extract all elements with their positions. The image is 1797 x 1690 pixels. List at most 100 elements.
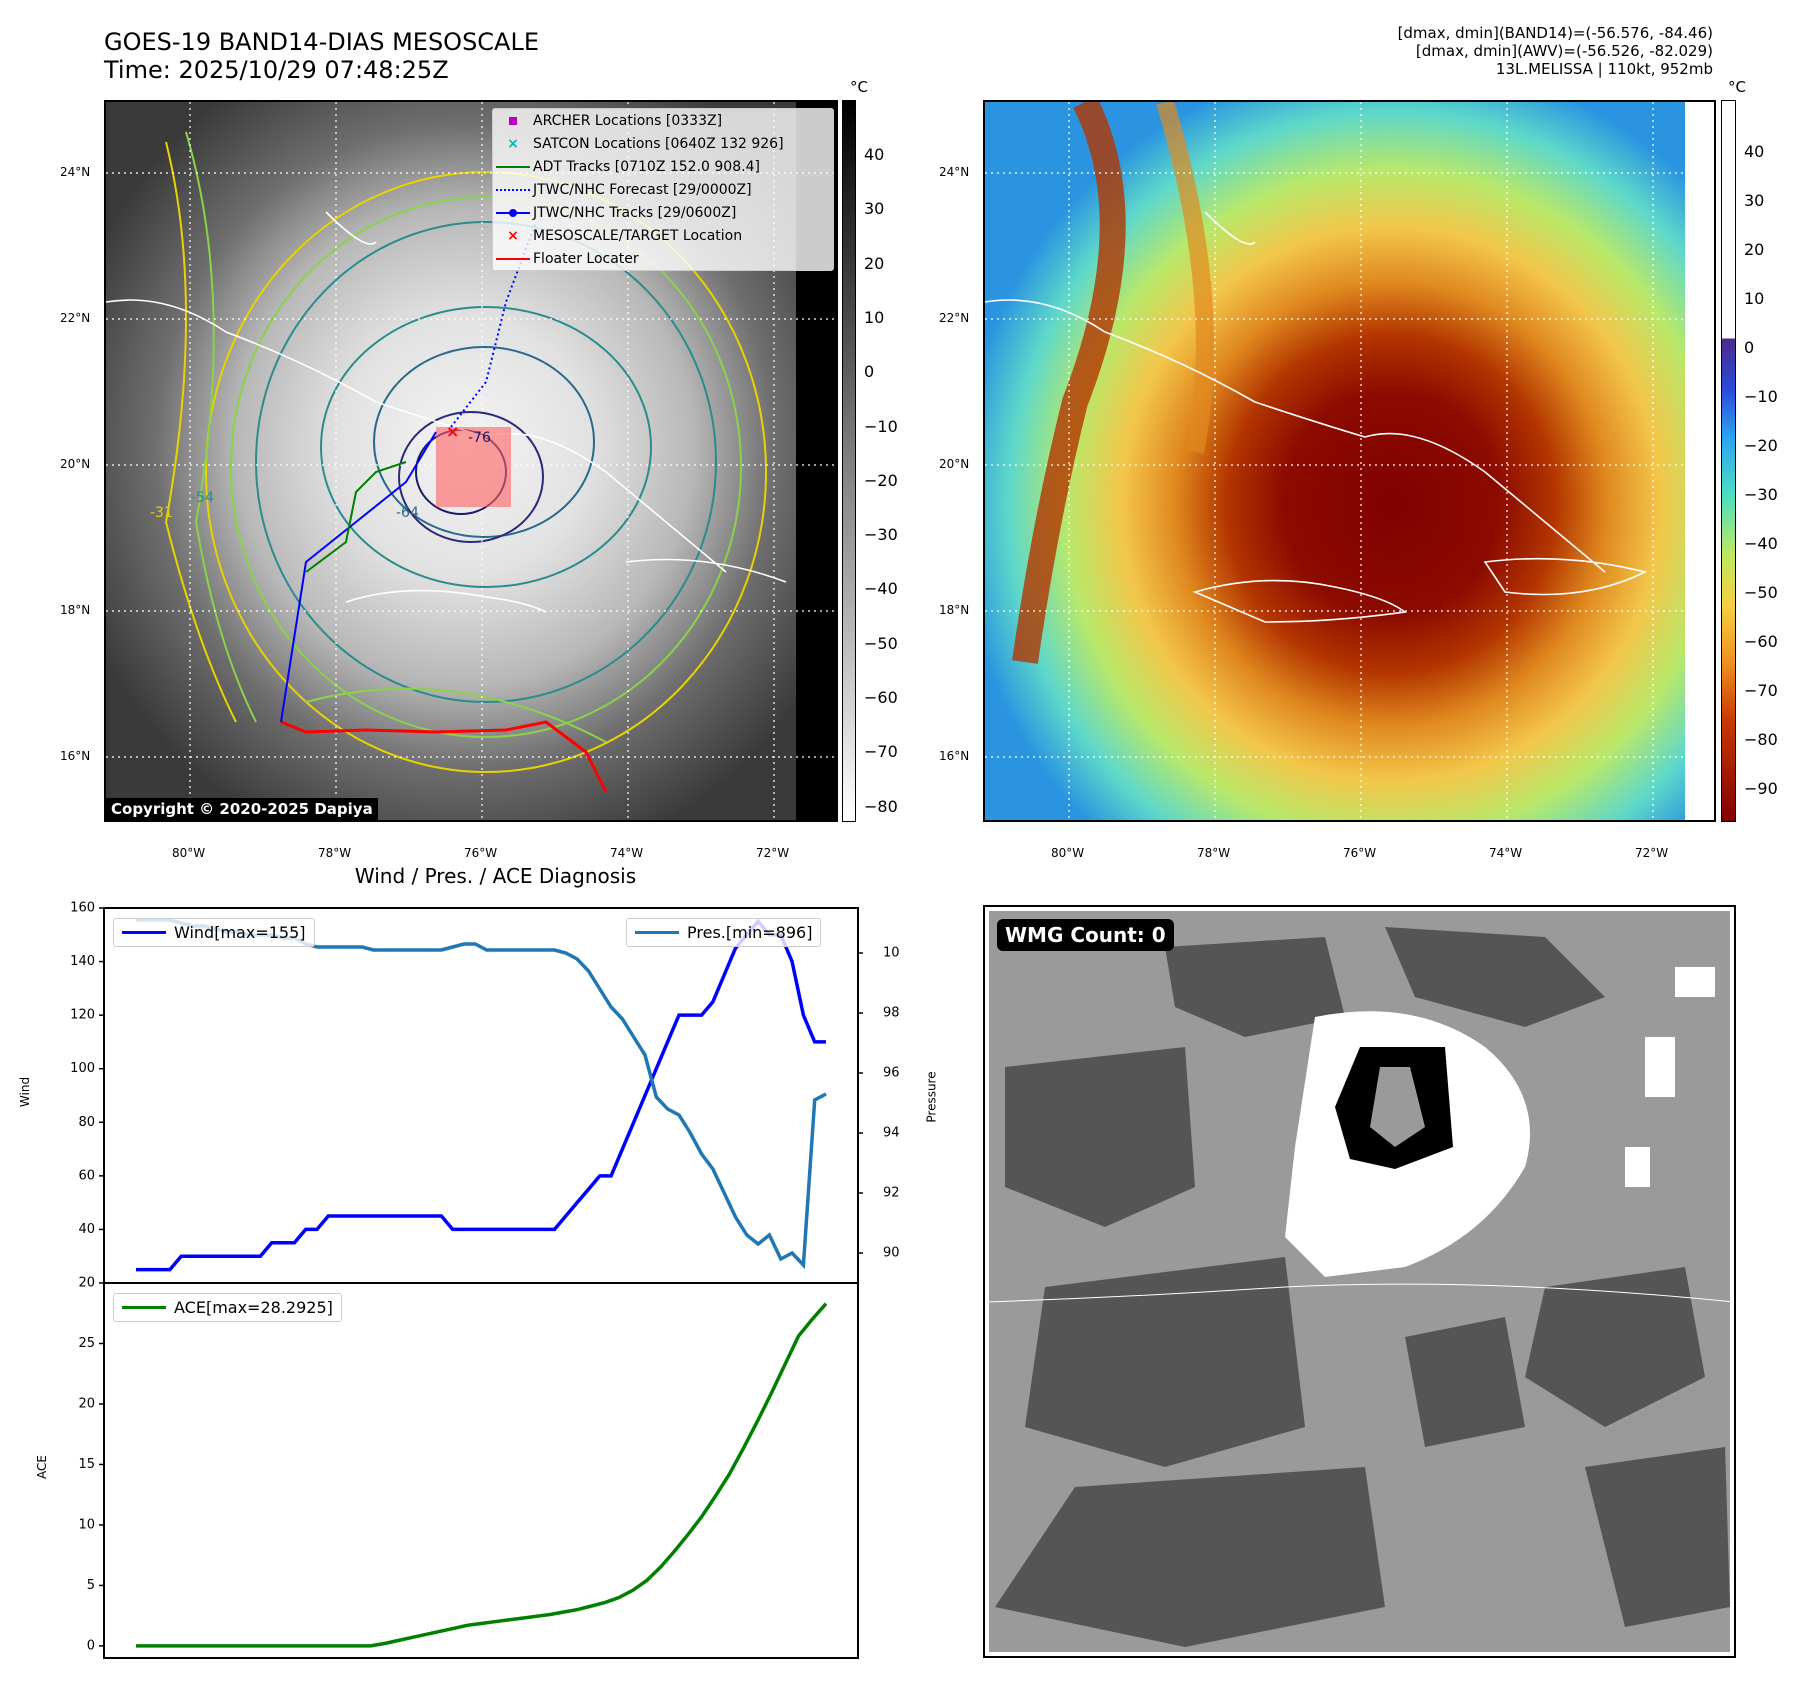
ace-tick-label: 15: [78, 1457, 95, 1472]
color-colorbar-tick: −90: [1744, 779, 1778, 798]
pressure-tick-label: 980: [883, 1006, 900, 1021]
ace-plot-frame: [103, 1282, 859, 1659]
color-colorbar-tick: −60: [1744, 632, 1778, 651]
lat-tick-label: 16°N: [60, 749, 91, 763]
diagnosis-chart: 1601401201008060402010009809609409209002…: [70, 901, 900, 1659]
color-colorbar-tick: −20: [1744, 436, 1778, 455]
gray-colorbar-tick: −40: [864, 579, 898, 599]
line-dot-icon: [493, 208, 533, 217]
awv-map-panel: [983, 100, 1716, 822]
info-band14-range: [dmax, dmin](BAND14)=(-56.576, -84.46): [1397, 24, 1713, 42]
color-colorbar-tick: 30: [1744, 191, 1765, 210]
color-colorbar-tick: −30: [1744, 485, 1778, 504]
lon-tick-label: 76°W: [1343, 846, 1377, 860]
wind-legend-label: Wind[max=155]: [174, 923, 306, 942]
legend-item: × SATCON Locations [0640Z 132 926]: [493, 132, 833, 155]
legend-item-label: JTWC/NHC Tracks [29/0600Z]: [533, 204, 737, 221]
diagnosis-title: Wind / Pres. / ACE Diagnosis: [354, 864, 637, 888]
color-colorbar-tick: −40: [1744, 534, 1778, 553]
wind-tick-label: 60: [78, 1168, 95, 1183]
line-icon: [493, 165, 533, 168]
legend-item-label: MESOSCALE/TARGET Location: [533, 227, 743, 244]
ace-tick-label: 10: [78, 1517, 95, 1532]
lat-tick-label: 20°N: [60, 457, 91, 471]
gray-colorbar-unit: °C: [850, 78, 868, 96]
gray-colorbar-tick: −60: [864, 688, 898, 707]
info-awv-range: [dmax, dmin](AWV)=(-56.526, -82.029): [1415, 42, 1713, 60]
legend-item-label: Floater Locater: [533, 250, 639, 267]
x-marker-icon: ×: [507, 135, 519, 152]
ace-tick-label: 0: [87, 1638, 95, 1653]
legend-item-label: ARCHER Locations [0333Z]: [533, 112, 723, 129]
lon-tick-label: 78°W: [318, 846, 352, 860]
ace-legend-label: ACE[max=28.2925]: [174, 1298, 333, 1317]
lat-tick-label: 24°N: [939, 165, 970, 179]
lat-tick-label: 22°N: [60, 311, 91, 325]
legend-item-label: ADT Tracks [0710Z 152.0 908.4]: [533, 158, 760, 175]
ace-series-line: [136, 1302, 828, 1648]
wmg-count-label: WMG Count: 0: [997, 919, 1174, 951]
pressure-tick-label: 940: [883, 1126, 900, 1141]
lat-tick-label: 22°N: [939, 311, 970, 325]
ace-tick-label: 20: [78, 1396, 95, 1411]
color-colorbar-unit: °C: [1728, 78, 1746, 96]
color-colorbar-tick: 0: [1744, 338, 1755, 357]
ace-tick-label: 5: [87, 1578, 95, 1593]
gray-colorbar-tick: 30: [864, 199, 885, 219]
gray-colorbar-tick: 0: [864, 362, 875, 382]
wind-series-line: [136, 918, 826, 1272]
wind-pressure-plot-frame: [103, 907, 859, 1284]
legend-item: JTWC/NHC Forecast [29/0000Z]: [493, 178, 833, 201]
legend-item: × MESOSCALE/TARGET Location: [493, 224, 833, 247]
contour-label-76: -76: [468, 430, 491, 446]
pressure-tick-label: 1000: [883, 946, 900, 961]
lon-tick-label: 72°W: [756, 846, 790, 860]
svg-text:×: ×: [446, 422, 459, 441]
gray-colorbar-tick: −50: [864, 633, 898, 653]
lon-tick-label: 72°W: [1635, 846, 1669, 860]
wind-tick-label: 120: [70, 1008, 95, 1023]
lat-tick-label: 24°N: [60, 165, 91, 179]
gray-colorbar-tick: 40: [864, 145, 885, 164]
gray-colorbar-tick: 20: [864, 253, 885, 273]
gray-colorbar-tick: −10: [864, 416, 898, 436]
pressure-series-line: [136, 918, 827, 1270]
lon-tick-label: 80°W: [172, 846, 206, 860]
lon-tick-label: 76°W: [464, 846, 498, 860]
ace-legend: ACE[max=28.2925]: [113, 1293, 342, 1322]
wind-tick-label: 40: [78, 1222, 95, 1237]
pressure-tick-label: 920: [883, 1186, 900, 1201]
color-colorbar-tick: 40: [1744, 142, 1765, 161]
map-title-line2: Time: 2025/10/29 07:48:25Z: [104, 56, 449, 84]
storm-info: [dmax, dmin](BAND14)=(-56.576, -84.46) […: [1398, 24, 1713, 78]
color-colorbar-tick: −50: [1744, 583, 1778, 602]
line-icon: [493, 257, 533, 260]
wind-tick-label: 100: [70, 1061, 95, 1076]
gray-colorbar-tick: −70: [864, 742, 898, 762]
color-colorbar-tick: −10: [1744, 387, 1778, 406]
awv-map-image: [985, 102, 1714, 820]
wind-tick-label: 160: [70, 901, 95, 916]
wind-tick-label: 140: [70, 954, 95, 969]
info-storm-name: 13L.MELISSA | 110kt, 952mb: [1495, 60, 1713, 78]
legend-item: ADT Tracks [0710Z 152.0 908.4]: [493, 155, 833, 178]
ace-axis-label: ACE: [34, 1455, 49, 1479]
pressure-tick-label: 900: [883, 1246, 900, 1261]
wind-tick-label: 20: [78, 1276, 95, 1291]
wind-legend-swatch: [122, 931, 166, 934]
contour-label-64: -64: [396, 505, 419, 521]
map-legend: ARCHER Locations [0333Z] × SATCON Location…: [492, 108, 834, 271]
pressure-tick-label: 960: [883, 1066, 900, 1081]
color-colorbar-tick: 20: [1744, 240, 1765, 259]
gray-colorbar: [842, 100, 856, 822]
wind-axis-label: Wind: [18, 1076, 33, 1108]
wmg-image: [985, 907, 1734, 1656]
band14-map-panel: × -76 -64 -54 -31 Copyright © 2020-2025 …: [104, 100, 838, 822]
wind-tick-label: 80: [78, 1115, 95, 1130]
color-colorbar-tick: −80: [1744, 730, 1778, 749]
lon-tick-label: 78°W: [1197, 846, 1231, 860]
wind-legend: Wind[max=155]: [113, 918, 315, 947]
pressure-legend: Pres.[min=896]: [626, 918, 822, 947]
color-colorbar-tick: 10: [1744, 289, 1765, 308]
lat-tick-label: 18°N: [939, 603, 970, 617]
